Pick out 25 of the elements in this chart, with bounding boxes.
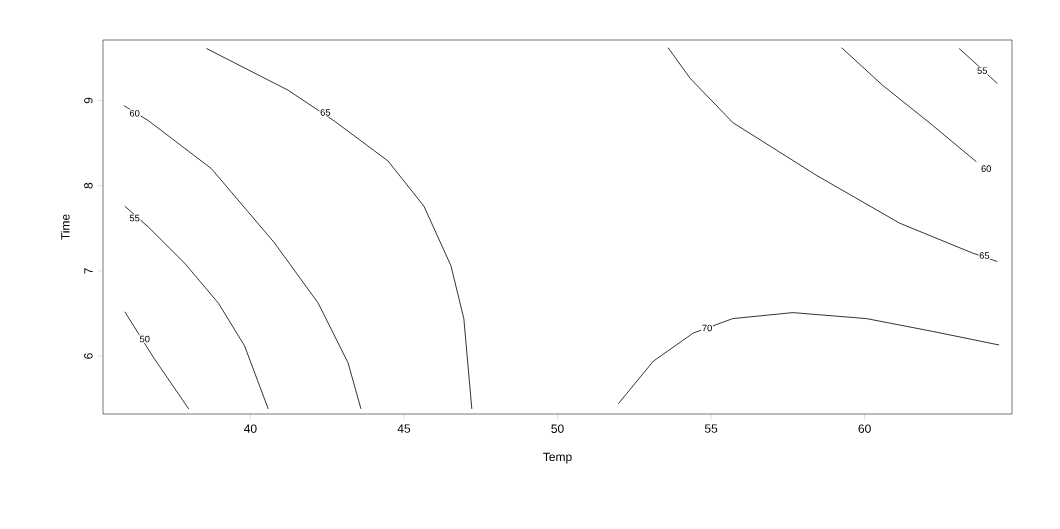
line-series xyxy=(841,47,977,163)
x-tick-label: 60 xyxy=(858,424,871,433)
annotation: 50 xyxy=(139,335,150,343)
x-axis-title: Temp xyxy=(543,452,572,464)
annotation: 55 xyxy=(977,67,988,74)
annotation: 60 xyxy=(981,165,992,172)
y-axis-title: Time xyxy=(60,214,70,240)
line-series xyxy=(667,47,998,262)
x-tick-label: 40 xyxy=(244,424,257,433)
y-tick-label: 8 xyxy=(84,182,93,189)
y-tick-label: 9 xyxy=(84,97,93,104)
y-tick-label: 7 xyxy=(84,268,93,274)
annotation: 65 xyxy=(320,109,331,116)
line-series xyxy=(123,105,362,410)
annotation: 55 xyxy=(129,214,140,222)
y-tick-label: 6 xyxy=(84,353,93,359)
x-tick-label: 55 xyxy=(704,424,718,433)
x-tick-label: 45 xyxy=(397,424,411,433)
line-series xyxy=(206,48,473,410)
x-tick-label: 50 xyxy=(551,424,564,433)
line-series xyxy=(617,312,1000,405)
annotation: 65 xyxy=(979,252,990,259)
annotation: 60 xyxy=(129,109,140,117)
line-series xyxy=(124,205,269,410)
annotation: 70 xyxy=(702,324,712,332)
